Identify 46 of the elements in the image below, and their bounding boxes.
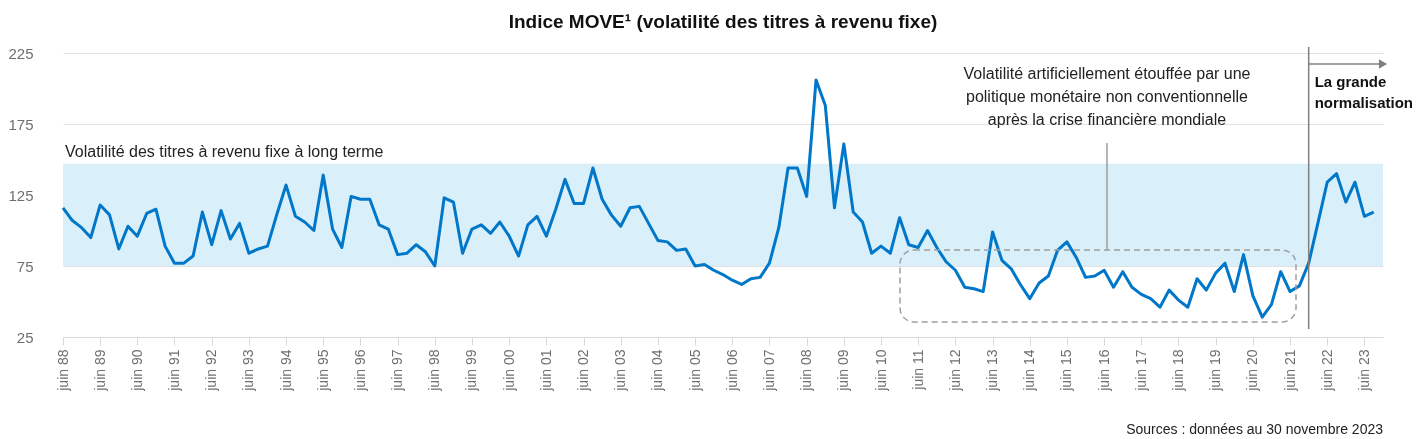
y-tick-label: 75 (16, 257, 34, 275)
x-tick-label: juin 12 (946, 349, 963, 392)
x-tick-label: juin 19 (1207, 349, 1224, 392)
x-tick-label: juin 96 (351, 349, 368, 392)
annotation: Volatilité artificiellement étouffée par une politique monétaire non conventionnelle après la crise financière mondiale (963, 65, 1251, 128)
chart-title: Indice MOVE¹ (volatilité des titres à revenu fixe) (508, 11, 938, 32)
x-tick-label: juin 13 (984, 349, 1001, 392)
x-tick-label: juin 11 (909, 349, 926, 391)
x-tick-label: juin 23 (1355, 349, 1372, 392)
x-tick-label: juin 21 (1281, 349, 1298, 392)
x-tick-label: juin 07 (760, 349, 777, 392)
x-tick-label: juin 92 (203, 349, 220, 392)
band-label: Volatilité des titres à revenu fixe à long terme (65, 142, 384, 160)
x-tick-label: juin 17 (1132, 349, 1149, 392)
x-tick-label: juin 10 (872, 349, 889, 392)
x-tick-label: juin 91 (165, 349, 182, 392)
x-tick-label: juin 99 (463, 349, 480, 392)
x-tick-label: juin 90 (128, 349, 145, 392)
x-tick-label: juin 04 (649, 349, 666, 392)
x-tick-label: juin 09 (835, 349, 852, 392)
x-tick-label: juin 88 (54, 349, 71, 392)
x-tick-label: juin 94 (277, 349, 294, 392)
source-note: Sources : données au 30 novembre 2023 (1126, 421, 1384, 437)
x-tick-label: juin 05 (686, 349, 703, 392)
x-tick-label: juin 15 (1058, 349, 1075, 392)
x-tick-label: juin 02 (575, 349, 592, 392)
x-tick-label: juin 97 (389, 349, 406, 392)
ref-line-label: La grande normalisation (1314, 73, 1414, 111)
x-tick-label: juin 08 (798, 349, 815, 392)
y-tick-label: 125 (8, 186, 34, 204)
x-tick-label: juin 89 (91, 349, 108, 392)
y-tick-label: 175 (8, 115, 34, 133)
x-tick-label: juin 14 (1021, 349, 1038, 392)
x-tick-label: juin 95 (314, 349, 331, 392)
x-tick-label: juin 93 (240, 349, 257, 392)
x-tick-label: juin 03 (612, 349, 629, 392)
x-tick-label: juin 22 (1318, 349, 1335, 392)
x-tick-label: juin 20 (1244, 349, 1261, 392)
x-tick-label: juin 16 (1095, 349, 1112, 392)
y-tick-label: 225 (8, 44, 34, 62)
x-tick-label: juin 01 (537, 349, 554, 392)
x-tick-label: juin 98 (426, 349, 443, 392)
x-tick-label: juin 00 (500, 349, 517, 392)
x-tick-label: juin 18 (1169, 349, 1186, 392)
y-tick-label: 25 (16, 328, 34, 346)
x-tick-label: juin 06 (723, 349, 740, 392)
